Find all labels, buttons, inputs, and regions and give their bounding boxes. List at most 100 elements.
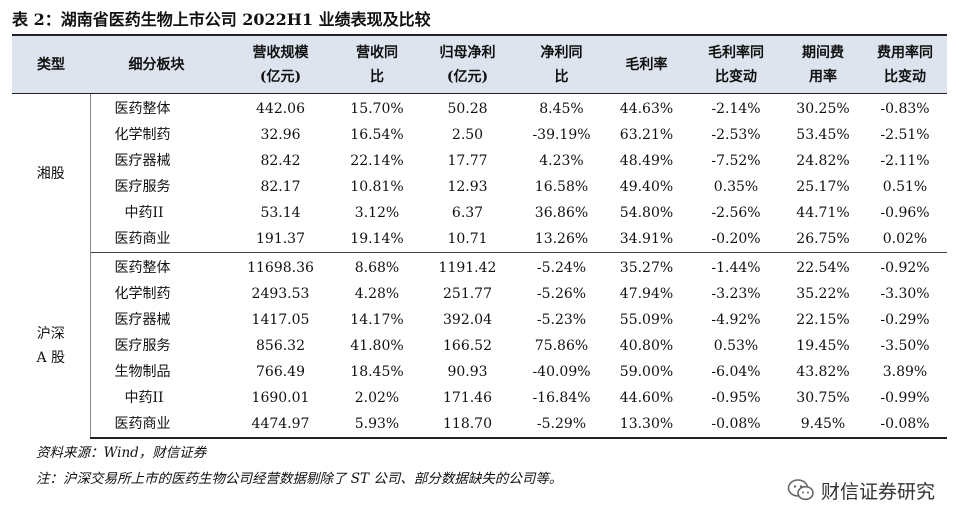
header-line: 比变动 <box>715 68 757 85</box>
cell-expense-ratio-change: -0.83% <box>880 101 930 117</box>
header-line: 费用率同 <box>877 44 933 61</box>
cell-sector: 中药II <box>124 205 164 221</box>
cell-profit-yoy: -40.09% <box>532 364 591 380</box>
cell-gross-margin: 63.21% <box>619 127 674 143</box>
header-line: 比 <box>370 68 384 85</box>
group-a-shares: 沪深 A 股 医药整体 11698.36 8.68% 1191.42 -5.24% 35.27… <box>12 252 947 439</box>
cell-revenue: 1690.01 <box>251 390 310 406</box>
cell-profit-yoy: -5.26% <box>536 286 587 302</box>
table-row: 医药商业 191.37 19.14% 10.71 13.26% 34.91% -0.20% 2… <box>12 226 947 253</box>
cell-gross-margin: 49.40% <box>619 179 674 195</box>
cell-revenue-yoy: 18.45% <box>350 364 404 380</box>
cell-revenue-yoy: 10.81% <box>350 179 404 195</box>
performance-table-container: 类型 细分板块 营收规模 (亿元) 营收同比 归母净利 (亿元) 净利同比 毛利率 毛利率同 比变动… <box>12 34 947 439</box>
cell-revenue-yoy: 3.12% <box>354 205 400 221</box>
header-line: 归母净利 <box>439 44 496 61</box>
cell-profit-yoy: -16.84% <box>532 390 591 406</box>
cell-revenue-yoy: 19.14% <box>338 226 416 253</box>
cell-expense-ratio-change: -0.92% <box>880 260 930 276</box>
cell-sector: 医疗器械 <box>114 153 171 169</box>
cell-net-profit: 17.77 <box>447 153 488 169</box>
type-label: A 股 <box>36 350 66 367</box>
cell-revenue-yoy: 8.68% <box>354 260 400 276</box>
cell-gross-margin: 35.27% <box>619 260 674 276</box>
header-line: 比 <box>554 68 569 85</box>
cell-net-profit: 50.28 <box>447 101 488 117</box>
cell-revenue: 2493.53 <box>251 286 310 302</box>
source-note: 资料来源：Wind，财信证券 <box>36 445 207 461</box>
cell-revenue: 442.06 <box>256 101 305 117</box>
table-row: 化学制药 2493.53 4.28% 251.77 -5.26% 47.94% -3.23%… <box>12 281 947 307</box>
cell-gross-margin-change: -0.20% <box>689 226 783 253</box>
cell-revenue: 82.42 <box>260 153 301 169</box>
type-cell: 沪深 A 股 <box>12 252 91 438</box>
header-line: 毛利率同 <box>708 44 764 61</box>
table-row: 湘股 医药整体 442.06 15.70% 50.28 8.45% 44.63% -2.14%… <box>12 93 947 253</box>
cell-expense-ratio-change: 3.89% <box>882 364 928 380</box>
cell-expense-ratio-change: 0.02% <box>863 226 947 253</box>
type-label: 沪深 <box>36 326 65 343</box>
cell-profit-yoy: -5.24% <box>536 260 587 276</box>
cell-gross-margin-change: -7.52% <box>711 153 761 169</box>
cell-expense-ratio: 19.45% <box>796 338 850 354</box>
cell-net-profit: 2.50 <box>451 127 484 143</box>
watermark-text: 财信证券研究 <box>820 480 935 503</box>
group-xiang-stocks: 湘股 医药整体 442.06 15.70% 50.28 8.45% 44.63% -2.14%… <box>12 93 947 253</box>
cell-gross-margin-change: -2.56% <box>711 205 761 221</box>
cell-expense-ratio: 35.22% <box>796 286 850 302</box>
cell-expense-ratio: 43.82% <box>796 364 850 380</box>
cell-expense-ratio-change: 0.51% <box>882 179 928 195</box>
cell-revenue: 766.49 <box>256 364 305 380</box>
cell-sector: 医药商业 <box>90 411 223 439</box>
cell-expense-ratio: 30.75% <box>796 390 850 406</box>
table-row: 沪深 A 股 医药整体 11698.36 8.68% 1191.42 -5.24% 35.27… <box>12 252 947 438</box>
cell-gross-margin: 40.80% <box>619 338 674 354</box>
header-expense-ratio-change: 费用率同 比变动 <box>863 34 947 94</box>
cell-expense-ratio: 44.71% <box>796 205 850 221</box>
cell-revenue: 82.17 <box>260 179 301 195</box>
type-cell: 湘股 <box>12 93 91 253</box>
cell-profit-yoy: 8.45% <box>539 101 584 117</box>
cell-revenue: 53.14 <box>260 205 301 221</box>
cell-expense-ratio-change: -0.29% <box>880 312 930 328</box>
cell-expense-ratio-change: -0.08% <box>863 411 947 439</box>
footnote: 注：沪深交易所上市的医药生物公司经营数据剔除了 ST 公司、部分数据缺失的公司等… <box>36 471 563 487</box>
table-row: 医疗器械 1417.05 14.17% 392.04 -5.23% 55.09% -4.92… <box>12 307 947 333</box>
cell-expense-ratio-change: -0.96% <box>880 205 930 221</box>
cell-expense-ratio: 53.45% <box>796 127 850 143</box>
cell-revenue: 1417.05 <box>251 312 310 328</box>
cell-expense-ratio: 9.45% <box>783 411 863 439</box>
cell-net-profit: 171.46 <box>443 390 492 406</box>
cell-sector: 化学制药 <box>114 286 171 302</box>
cell-net-profit: 166.52 <box>443 338 492 354</box>
cell-sector: 医药整体 <box>114 101 171 117</box>
cell-sector: 医疗服务 <box>114 338 171 354</box>
cell-expense-ratio: 26.75% <box>783 226 863 253</box>
cell-gross-margin-change: -0.08% <box>689 411 783 439</box>
cell-revenue-yoy: 4.28% <box>354 286 400 302</box>
type-label: 湘股 <box>36 166 65 183</box>
header-line: 细分板块 <box>128 56 185 73</box>
cell-expense-ratio-change: -0.99% <box>880 390 930 406</box>
cell-sector: 化学制药 <box>114 127 171 143</box>
cell-revenue-yoy: 15.70% <box>350 101 404 117</box>
cell-revenue: 4474.97 <box>223 411 338 439</box>
cell-net-profit: 10.71 <box>416 226 519 253</box>
watermark: 财信证券研究 <box>787 474 935 506</box>
cell-net-profit: 12.93 <box>447 179 488 195</box>
cell-profit-yoy: -39.19% <box>532 127 591 143</box>
notes: 资料来源：Wind，财信证券 注：沪深交易所上市的医药生物公司经营数据剔除了 S… <box>36 440 562 492</box>
wechat-icon <box>787 479 814 501</box>
cell-revenue-yoy: 5.93% <box>338 411 416 439</box>
header-type: 类型 <box>12 34 90 94</box>
cell-revenue-yoy: 41.80% <box>350 338 404 354</box>
cell-gross-margin-change: -4.92% <box>711 312 761 328</box>
table-title: 表 2：湖南省医药生物上市公司 2022H1 业绩表现及比较 <box>12 10 431 29</box>
cell-expense-ratio-change: -3.50% <box>880 338 930 354</box>
table-row: 医药商业 4474.97 5.93% 118.70 -5.29% 13.30% -0.08%… <box>12 411 947 439</box>
cell-net-profit: 6.37 <box>451 205 484 221</box>
table-row: 医疗服务 82.17 10.81% 12.93 16.58% 49.40% 0.35% 25.… <box>12 174 947 200</box>
cell-gross-margin-change: 0.35% <box>713 179 759 195</box>
cell-net-profit: 392.04 <box>443 312 492 328</box>
header-line: 净利同 <box>540 44 583 61</box>
